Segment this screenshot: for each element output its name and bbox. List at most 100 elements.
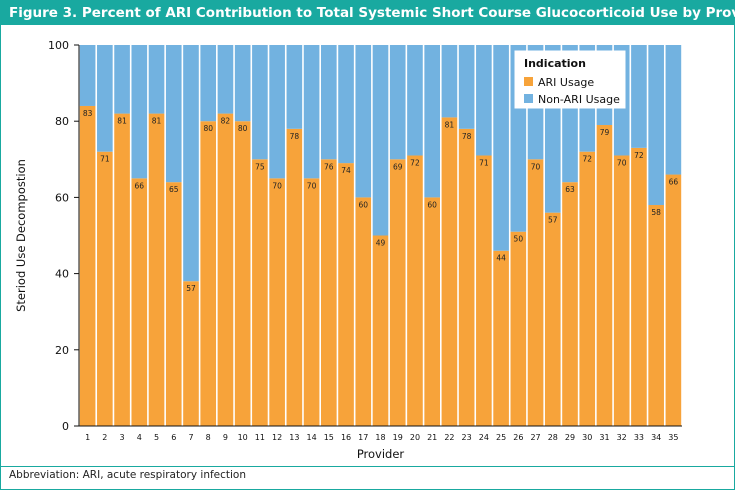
y-tick-label-60: 60: [55, 191, 69, 204]
data-label-29: 63: [565, 185, 575, 194]
bar-non-ari-7: [183, 45, 199, 282]
bar-ari-1: [79, 105, 96, 427]
data-label-35: 66: [669, 178, 679, 187]
x-tick-label-31: 31: [599, 433, 609, 442]
bar-ari-2: [97, 151, 113, 426]
data-label-28: 57: [548, 216, 558, 225]
x-tick-label-20: 20: [410, 433, 420, 442]
y-axis-title: Steriod Use Decompostion: [14, 159, 28, 312]
bar-non-ari-24: [476, 45, 492, 156]
bar-ari-4: [131, 178, 148, 426]
legend: Indication ARI Usage Non-ARI Usage: [514, 50, 626, 109]
bar-ari-32: [613, 155, 630, 427]
bar-ari-9: [217, 113, 234, 426]
data-label-30: 72: [582, 155, 592, 164]
bar-ari-31: [596, 125, 613, 426]
bar-ari-20: [407, 155, 423, 427]
bar-non-ari-20: [407, 45, 423, 156]
bar-ari-22: [441, 117, 458, 426]
y-tick-label-40: 40: [55, 268, 69, 281]
y-tick-label-80: 80: [55, 115, 69, 128]
y-tick-label-100: 100: [48, 39, 69, 52]
bar-ari-17: [355, 197, 372, 426]
bar-non-ari-34: [648, 45, 664, 206]
bar-ari-11: [252, 159, 268, 427]
x-tick-label-5: 5: [154, 433, 159, 442]
x-tick-label-34: 34: [651, 433, 661, 442]
data-label-17: 60: [358, 200, 368, 209]
axes: 1 2 3 4 5 6 7 8 9 10 11 12 13 14 15 16 17 18 19 20 21 22 23 24 2…: [14, 39, 682, 461]
bar-non-ari-13: [286, 45, 303, 129]
bar-ari-28: [544, 212, 561, 426]
data-label-33: 72: [634, 151, 644, 160]
bar-ari-23: [458, 128, 475, 426]
x-tick-label-19: 19: [393, 433, 403, 442]
bar-ari-35: [665, 174, 682, 426]
bar-non-ari-2: [97, 45, 113, 152]
bar-non-ari-5: [148, 45, 165, 114]
data-label-32: 70: [617, 158, 627, 167]
bar-non-ari-14: [303, 45, 320, 179]
data-label-13: 78: [290, 132, 300, 141]
bar-ari-5: [148, 113, 165, 426]
data-label-27: 70: [531, 162, 541, 171]
x-tick-label-13: 13: [289, 433, 299, 442]
bar-ari-29: [562, 182, 578, 426]
x-tick-label-23: 23: [462, 433, 472, 442]
bar-non-ari-19: [389, 45, 406, 160]
x-tick-label-27: 27: [530, 433, 540, 442]
bar-ari-27: [527, 159, 544, 427]
x-tick-label-3: 3: [120, 433, 125, 442]
figure-title: Figure 3. Percent of ARI Contribution to…: [1, 1, 735, 25]
x-tick-label-35: 35: [668, 433, 678, 442]
data-label-11: 75: [255, 162, 265, 171]
footnote: Abbreviation: ARI, acute respiratory inf…: [9, 469, 247, 481]
bar-ari-34: [648, 205, 664, 426]
legend-title: Indication: [524, 57, 586, 70]
x-tick-label-32: 32: [617, 433, 627, 442]
x-tick-label-10: 10: [238, 433, 248, 442]
data-label-21: 60: [427, 200, 437, 209]
bar-non-ari-4: [131, 45, 148, 179]
legend-box: [514, 50, 626, 109]
x-tick-label-30: 30: [582, 433, 592, 442]
bar-non-ari-3: [114, 45, 130, 114]
bar-non-ari-35: [665, 45, 682, 175]
x-tick-label-16: 16: [341, 433, 351, 442]
bar-ari-30: [579, 151, 596, 426]
x-tick-label-24: 24: [479, 433, 489, 442]
bar-ari-6: [165, 182, 182, 426]
x-tick-label-6: 6: [171, 433, 176, 442]
data-label-22: 81: [445, 120, 455, 129]
data-label-34: 58: [651, 208, 661, 217]
x-tick-label-29: 29: [565, 433, 575, 442]
data-label-25: 44: [496, 254, 506, 263]
x-tick-label-25: 25: [496, 433, 506, 442]
data-label-6: 65: [169, 185, 179, 194]
bar-ari-13: [286, 128, 303, 426]
bar-non-ari-11: [252, 45, 268, 160]
x-tick-label-8: 8: [206, 433, 211, 442]
data-label-12: 70: [272, 181, 282, 190]
bar-non-ari-16: [338, 45, 354, 164]
bar-ari-14: [303, 178, 320, 426]
data-label-18: 49: [376, 239, 386, 248]
bar-non-ari-23: [458, 45, 475, 129]
data-label-19: 69: [393, 162, 403, 171]
data-label-8: 80: [203, 124, 213, 133]
data-label-9: 82: [221, 117, 231, 126]
x-tick-label-12: 12: [272, 433, 282, 442]
bar-ari-18: [372, 235, 389, 426]
x-tick-label-1: 1: [85, 433, 90, 442]
bar-non-ari-9: [217, 45, 234, 114]
y-tick-label-0: 0: [62, 420, 69, 433]
x-tick-label-21: 21: [427, 433, 437, 442]
bar-non-ari-8: [200, 45, 217, 122]
bar-ari-33: [631, 147, 647, 426]
bar-ari-26: [510, 231, 527, 426]
x-tick-label-26: 26: [513, 433, 523, 442]
legend-swatch-1: [524, 94, 533, 103]
bar-ari-21: [424, 197, 440, 426]
data-label-15: 76: [324, 162, 334, 171]
